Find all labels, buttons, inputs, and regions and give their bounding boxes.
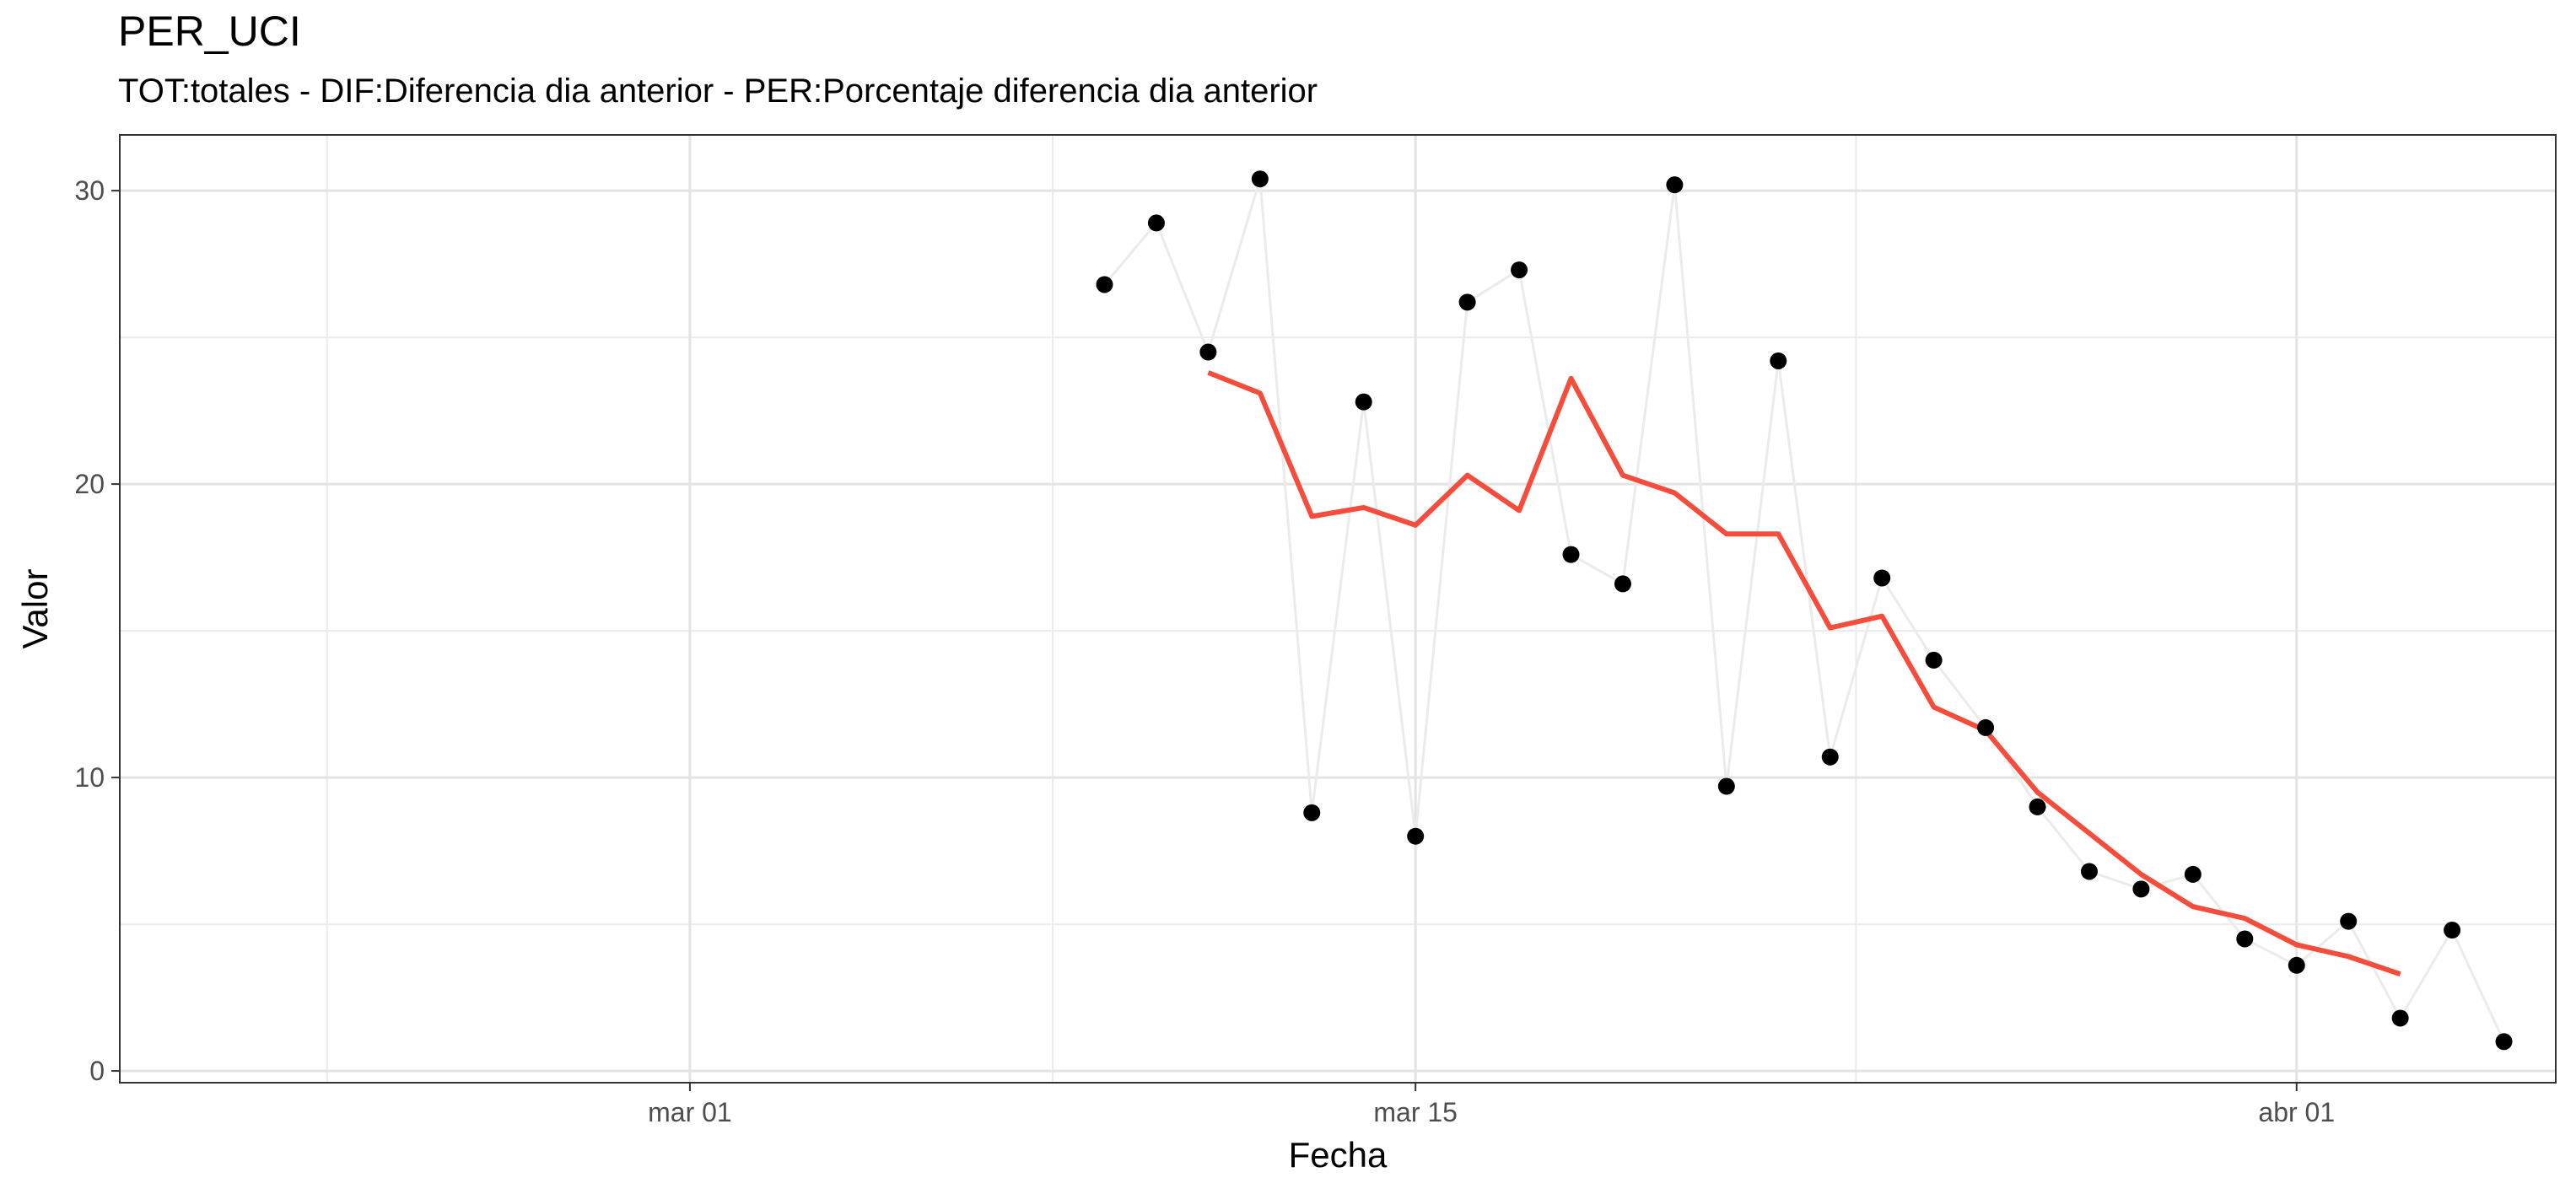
data-point: [1096, 276, 1113, 293]
data-point: [1458, 293, 1476, 311]
data-point: [2184, 865, 2201, 883]
data-point: [2288, 956, 2305, 974]
data-point: [2391, 1009, 2409, 1027]
data-point: [1303, 804, 1321, 821]
chart-title: PER_UCI: [118, 8, 301, 55]
data-point: [1562, 546, 1580, 563]
data-point: [1511, 261, 1528, 279]
x-axis-title: Fecha: [1289, 1135, 1388, 1175]
data-point: [1873, 569, 1891, 587]
data-point: [2132, 880, 2150, 898]
data-point: [1251, 170, 1269, 188]
data-point: [1666, 176, 1684, 194]
axis-layer: mar 01 mar 15 abr 01 0 10 20 30: [74, 175, 2335, 1127]
data-point: [1717, 777, 1735, 795]
data-point: [2029, 798, 2046, 815]
data-point: [1977, 718, 1995, 736]
y-tick-label: 20: [74, 469, 105, 499]
data-point: [1199, 343, 1217, 361]
data-point: [1821, 748, 1839, 766]
y-tick-label: 0: [89, 1056, 105, 1086]
x-tick-label: abr 01: [2258, 1097, 2335, 1127]
panel-border: [119, 134, 2557, 1084]
data-point: [1147, 214, 1165, 232]
data-point: [2495, 1033, 2513, 1051]
data-point: [2340, 912, 2358, 930]
data-point: [1355, 393, 1372, 411]
grid-layer: [120, 135, 2556, 1083]
chart-subtitle: TOT:totales - DIF:Diferencia dia anterio…: [118, 73, 1318, 110]
data-point: [1407, 827, 1425, 845]
x-tick-label: mar 15: [1373, 1097, 1458, 1127]
data-point: [2080, 863, 2098, 880]
series-line: [1207, 370, 2401, 977]
data-point: [1925, 651, 1943, 669]
data-point: [1770, 352, 1787, 369]
x-tick-label: mar 01: [648, 1097, 732, 1127]
y-tick-label: 10: [74, 762, 105, 793]
data-layer: [1096, 170, 2513, 1051]
series-points-connector: [1103, 178, 2505, 1042]
data-point: [1614, 575, 1631, 593]
data-point: [2236, 930, 2254, 948]
y-tick-label: 30: [74, 175, 105, 206]
y-axis-title: Valor: [15, 569, 55, 649]
data-point: [2444, 922, 2461, 939]
